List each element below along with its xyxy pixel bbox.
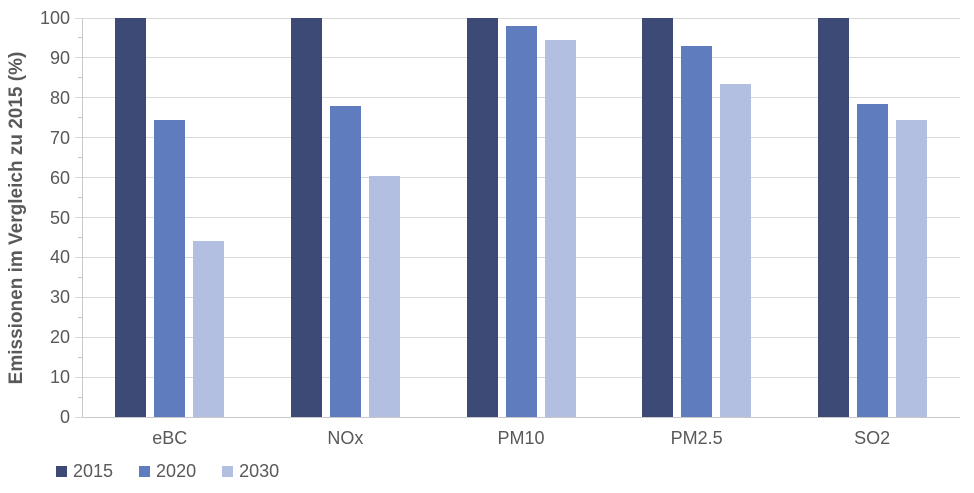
y-tick-label: 70 <box>49 127 70 148</box>
legend-marker-icon <box>222 466 234 477</box>
legend-item-2030: 2030 <box>222 461 279 482</box>
y-tick-label: 100 <box>39 8 70 28</box>
y-tick-label: 90 <box>49 47 70 68</box>
y-minor-tick <box>78 396 82 398</box>
x-category-label: PM2.5 <box>670 428 723 448</box>
bar-2030-SO2 <box>895 119 927 417</box>
bar-2020-PM2.5 <box>681 45 713 417</box>
bar-2015-PM10 <box>466 18 498 417</box>
bar-2030-PM10 <box>544 39 576 417</box>
bar-2020-NOx <box>329 105 361 417</box>
y-major-tick <box>75 177 82 179</box>
y-tick-label: 10 <box>49 367 70 388</box>
y-major-tick <box>75 256 82 258</box>
y-major-tick <box>75 376 82 378</box>
bar-2020-eBC <box>154 119 186 417</box>
y-tick-label: 40 <box>49 247 70 268</box>
y-major-tick <box>75 97 82 99</box>
y-tick-label: 0 <box>59 407 70 427</box>
x-axis-line <box>82 417 960 418</box>
y-minor-tick <box>78 356 82 358</box>
bar-2030-PM2.5 <box>720 83 752 417</box>
gridline <box>82 17 960 19</box>
y-minor-tick <box>78 117 82 119</box>
y-major-tick <box>75 17 82 19</box>
y-tick-label: 80 <box>49 87 70 108</box>
y-axis-line <box>82 18 83 418</box>
x-category-label: SO2 <box>854 428 891 448</box>
legend-marker-icon <box>56 466 67 477</box>
y-major-tick <box>75 416 82 418</box>
y-tick-label: 50 <box>49 207 70 228</box>
x-category-label: eBC <box>152 428 188 448</box>
y-minor-tick <box>78 37 82 39</box>
legend-item-2020: 2020 <box>139 461 196 482</box>
legend-marker-icon <box>139 466 151 477</box>
y-major-tick <box>75 137 82 139</box>
y-tick-label: 30 <box>49 287 70 308</box>
bar-2015-SO2 <box>817 18 849 417</box>
y-minor-tick <box>78 316 82 318</box>
legend-label: 2015 <box>73 461 114 481</box>
y-major-tick <box>75 336 82 338</box>
y-minor-tick <box>78 236 82 238</box>
x-category-label: PM10 <box>497 428 545 448</box>
y-minor-tick <box>78 197 82 199</box>
y-major-tick <box>75 57 82 59</box>
y-major-tick <box>75 217 82 218</box>
y-minor-tick <box>78 157 82 159</box>
bar-2015-eBC <box>115 18 147 417</box>
y-major-tick <box>75 296 82 298</box>
legend-label: 2020 <box>156 461 197 481</box>
y-minor-tick <box>78 276 82 278</box>
bar-2015-NOx <box>290 18 322 417</box>
y-minor-tick <box>78 77 82 79</box>
bar-2020-PM10 <box>505 25 537 417</box>
legend-item-2015: 2015 <box>56 461 113 482</box>
legend: 2015 2020 2030 <box>56 461 279 482</box>
legend-label: 2030 <box>239 461 280 481</box>
bar-2015-PM2.5 <box>642 18 674 417</box>
bar-2030-NOx <box>368 175 400 417</box>
bar-2030-eBC <box>193 241 225 417</box>
y-tick-label: 20 <box>49 327 70 348</box>
x-category-label: NOx <box>327 428 364 448</box>
bar-2020-SO2 <box>856 103 888 417</box>
y-tick-label: 60 <box>49 167 70 188</box>
